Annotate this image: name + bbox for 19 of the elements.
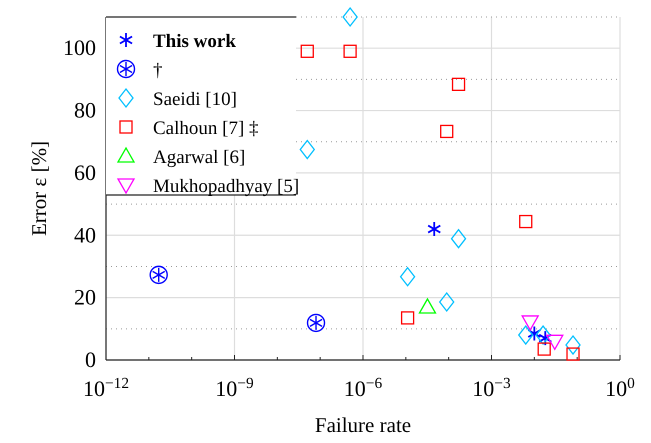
- y-axis-title: Error ε [%]: [27, 140, 51, 236]
- legend-label: Agarwal [6]: [153, 147, 246, 168]
- x-tick-label: 10$^{−12}$: [82, 374, 130, 401]
- legend-label: Saeidi [10]: [153, 89, 237, 110]
- y-tick-label: 40: [74, 222, 96, 248]
- y-tick-label: 60: [74, 160, 96, 185]
- legend-label: This work: [153, 31, 236, 52]
- x-tick-label: 10$^{0}$: [605, 374, 636, 401]
- y-tick-label: 100: [63, 35, 96, 60]
- legend-label: †: [153, 60, 162, 81]
- x-tick-label: 10$^{−3}$: [472, 374, 511, 401]
- y-tick-label: 80: [74, 98, 96, 123]
- x-tick-label: 10$^{−9}$: [215, 374, 254, 401]
- legend-label: Mukhopadhyay [5]: [153, 176, 300, 197]
- y-tick-label: 0: [85, 347, 96, 372]
- x-axis-title: Failure rate: [314, 413, 412, 437]
- legend-label: Calhoun [7] ‡: [153, 118, 259, 139]
- x-tick-label: 10$^{−6}$: [344, 374, 382, 401]
- y-tick-label: 20: [74, 284, 96, 310]
